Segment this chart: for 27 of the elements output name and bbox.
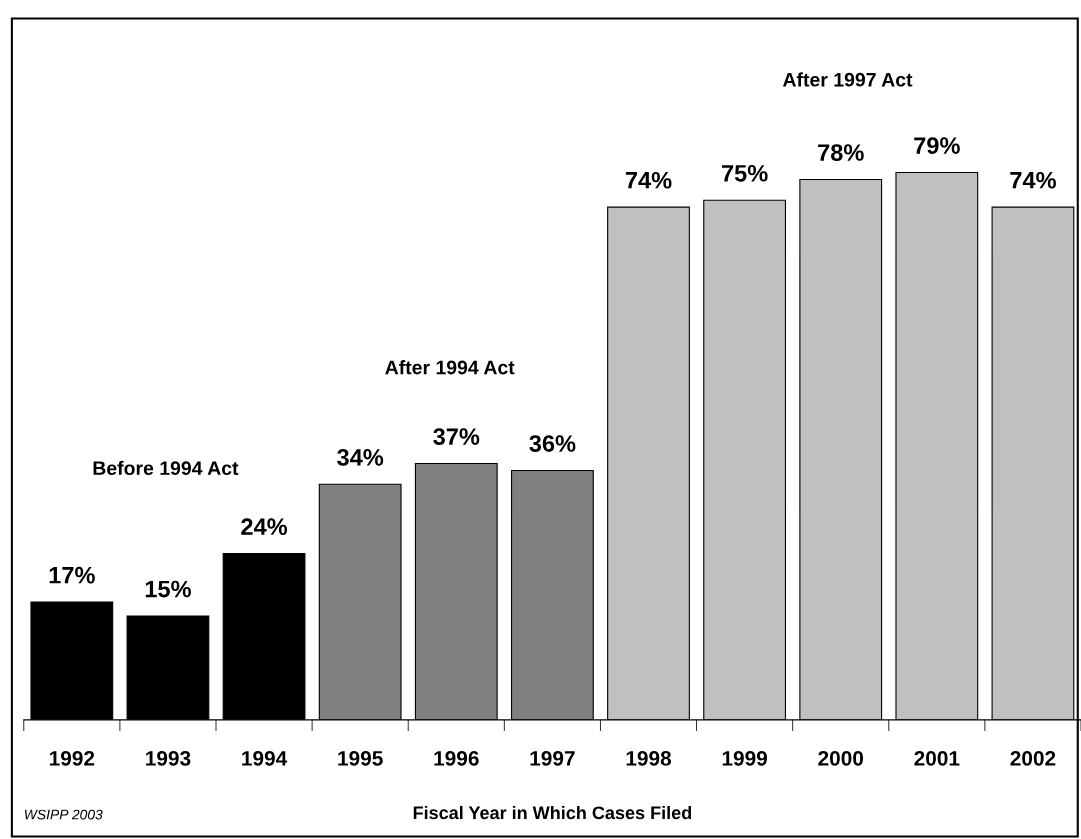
- x-tick-label: 1995: [338, 750, 383, 766]
- x-tick-label: 1997: [530, 750, 575, 766]
- x-tick-label: 1996: [434, 750, 479, 766]
- x-tick-label: 1993: [146, 750, 191, 766]
- data-label: 17%: [49, 566, 95, 584]
- data-label: 24%: [241, 518, 288, 535]
- data-label: 78%: [818, 144, 864, 161]
- data-label: 36%: [529, 435, 576, 452]
- data-label: 79%: [914, 137, 960, 154]
- x-tick-label: 1994: [242, 750, 288, 766]
- x-tick-label: 2000: [818, 750, 864, 766]
- annotation: Before 1994 Act: [93, 460, 239, 476]
- x-tick-label: 2001: [914, 750, 960, 766]
- x-tick-label: 1998: [626, 750, 672, 766]
- data-label: 34%: [337, 449, 384, 466]
- data-label: 75%: [722, 165, 768, 182]
- annotation: After 1994 Act: [385, 360, 515, 375]
- text: After 1997 Act: [782, 72, 913, 87]
- x-tick-label: 1999: [722, 750, 768, 766]
- x-tick-label: 1992: [49, 750, 95, 766]
- data-label: 74%: [1010, 171, 1056, 189]
- x-tick-label: 2002: [1010, 750, 1056, 766]
- data-label: 15%: [145, 580, 191, 598]
- text: WSIPP 2003: [24, 809, 103, 820]
- data-label: 74%: [625, 171, 672, 189]
- data-label: 37%: [433, 428, 480, 445]
- x-axis-title: Fiscal Year in Which Cases Filed: [413, 805, 692, 820]
